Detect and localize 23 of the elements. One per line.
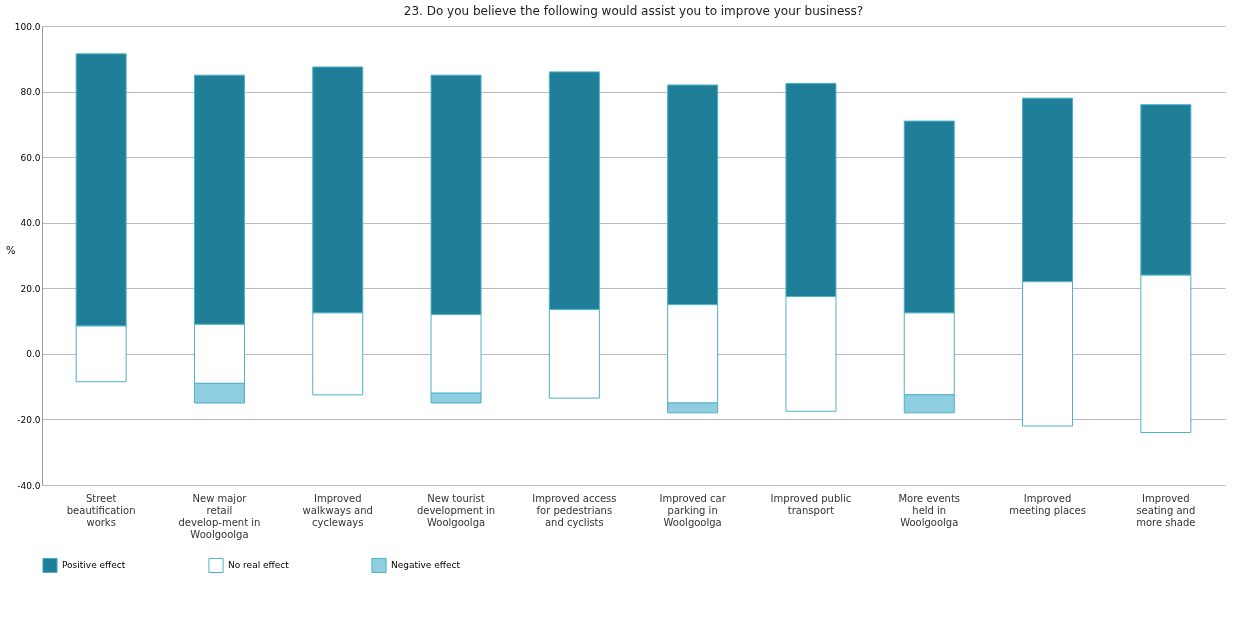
y-tick-label: 80.0 (20, 87, 41, 98)
y-tick-label: -40.0 (17, 480, 41, 491)
x-tick-label: Improved walkways and cycleways (302, 492, 373, 528)
x-tick-label: New tourist development in Woolgoolga (416, 492, 496, 528)
x-tick-label: Improved access for pedestrians and cyclists (532, 492, 617, 528)
legend-label: Negative effect (391, 560, 461, 571)
chart-title: 23. Do you believe the following would assist you to improve your business? (403, 4, 864, 18)
x-tick-label: More events held in Woolgoolga (898, 492, 961, 528)
x-tick-label: Improved car parking in Woolgoolga (659, 492, 727, 528)
x-tick-label: Street beautification works (66, 492, 136, 528)
x-tick-label: Improved public transport (770, 492, 852, 516)
y-tick-label: 0.0 (26, 349, 41, 360)
legend-label: Positive effect (62, 560, 126, 571)
y-axis-title: % (5, 245, 16, 256)
x-tick-label: Improved meeting places (1009, 492, 1086, 516)
y-tick-label: 40.0 (20, 218, 41, 229)
legend-label: No real effect (228, 560, 290, 571)
x-tick-label: New major retail develop-ment in Woolgoolga (178, 492, 261, 540)
y-tick-label: 100.0 (14, 21, 41, 32)
y-tick-label: -20.0 (17, 414, 41, 425)
x-tick-label: Improved seating and more shade (1136, 492, 1196, 528)
y-tick-label: 20.0 (20, 283, 41, 294)
y-tick-label: 60.0 (20, 152, 41, 163)
